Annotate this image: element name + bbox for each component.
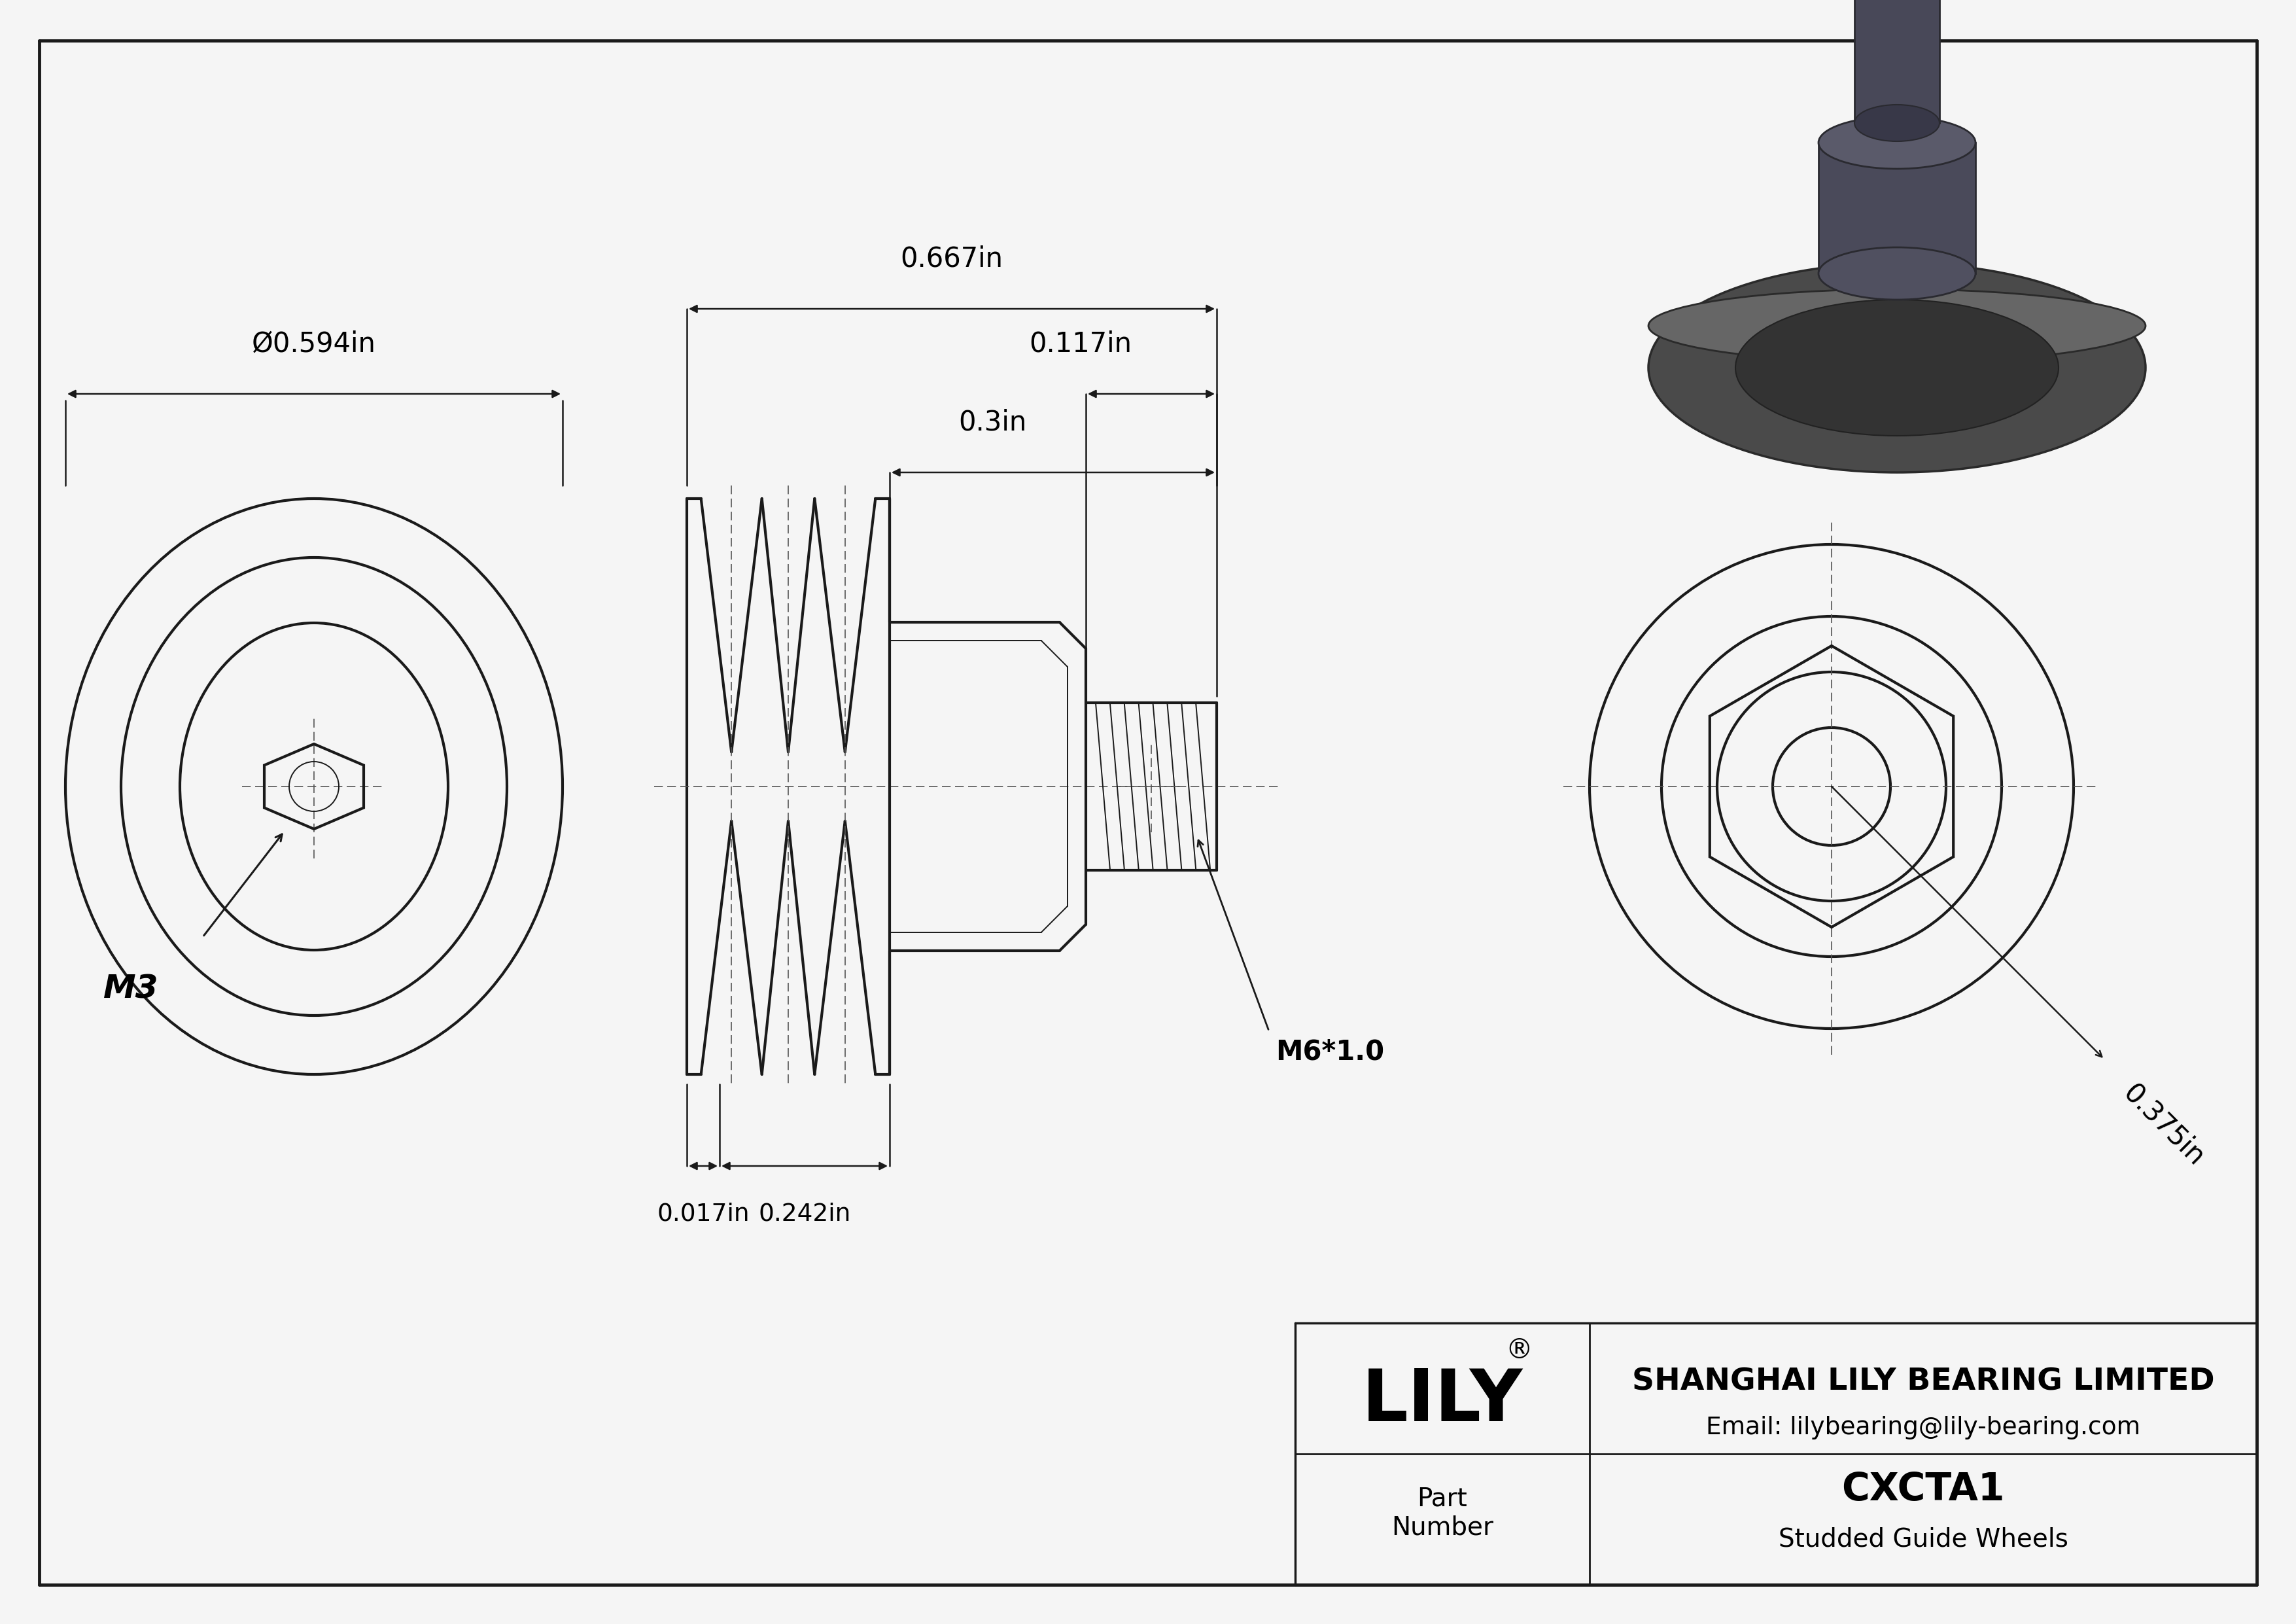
Text: Email: lilybearing@lily-bearing.com: Email: lilybearing@lily-bearing.com bbox=[1706, 1416, 2140, 1439]
Polygon shape bbox=[1855, 0, 1940, 123]
Text: 0.242in: 0.242in bbox=[758, 1202, 852, 1226]
Text: 0.117in: 0.117in bbox=[1029, 330, 1132, 357]
Ellipse shape bbox=[1649, 263, 2144, 473]
Ellipse shape bbox=[1649, 289, 2144, 362]
Ellipse shape bbox=[1855, 104, 1940, 141]
Text: LILY: LILY bbox=[1362, 1366, 1522, 1437]
Text: 0.017in: 0.017in bbox=[657, 1202, 748, 1226]
Text: 0.375in: 0.375in bbox=[2117, 1078, 2209, 1171]
Text: CXCTA1: CXCTA1 bbox=[1841, 1471, 2004, 1509]
Text: M3: M3 bbox=[103, 974, 158, 1005]
Text: M6*1.0: M6*1.0 bbox=[1277, 1038, 1384, 1065]
Ellipse shape bbox=[1818, 117, 1975, 169]
Text: SHANGHAI LILY BEARING LIMITED: SHANGHAI LILY BEARING LIMITED bbox=[1632, 1367, 2213, 1397]
Polygon shape bbox=[1818, 143, 1975, 273]
Ellipse shape bbox=[1818, 247, 1975, 300]
Text: Part
Number: Part Number bbox=[1391, 1486, 1492, 1540]
Text: Ø0.594in: Ø0.594in bbox=[253, 330, 377, 357]
Text: 0.667in: 0.667in bbox=[900, 245, 1003, 273]
Ellipse shape bbox=[1736, 300, 2060, 435]
Text: 0.3in: 0.3in bbox=[960, 409, 1026, 437]
Text: Studded Guide Wheels: Studded Guide Wheels bbox=[1779, 1527, 2069, 1551]
Text: ®: ® bbox=[1506, 1337, 1531, 1364]
